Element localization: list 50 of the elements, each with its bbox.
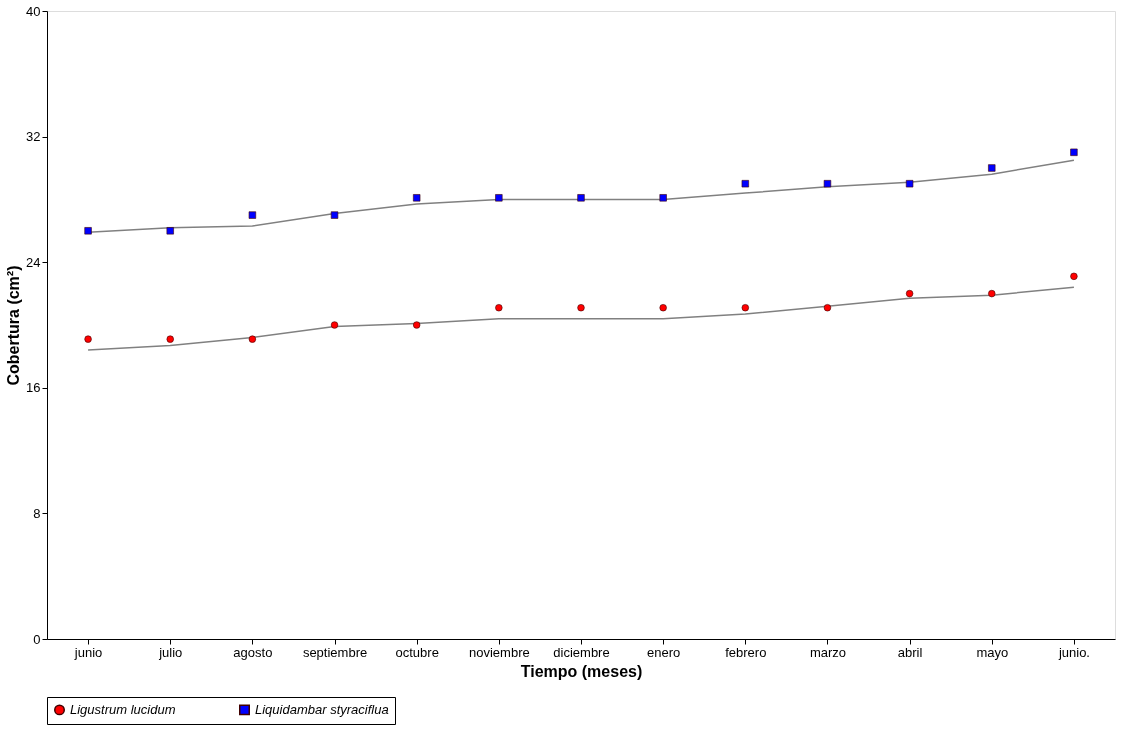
point <box>495 194 503 202</box>
x-tick-label: enero <box>647 644 681 660</box>
x-tick-label: diciembre <box>553 644 610 660</box>
y-tick-label: 32 <box>26 129 41 145</box>
point <box>823 304 832 312</box>
x-tick-label: junio <box>73 644 103 660</box>
y-tick-label: 0 <box>33 631 41 647</box>
y-axis-title: Cobertura (cm²) <box>5 265 23 386</box>
point <box>823 180 832 188</box>
x-axis-title: Tiempo (meses) <box>520 662 643 680</box>
point <box>495 304 503 312</box>
point <box>905 180 914 188</box>
point <box>84 227 92 235</box>
point <box>166 335 174 343</box>
legend-label: Liquidambar styraciflua <box>255 701 389 717</box>
x-tick-label: noviembre <box>468 644 530 660</box>
y-tick-label: 24 <box>26 254 41 270</box>
y-tick-label: 40 <box>26 3 41 19</box>
point <box>577 304 585 312</box>
x-tick-label: abril <box>897 644 923 660</box>
x-tick-label: marzo <box>809 644 847 660</box>
y-tick-label: 16 <box>26 380 41 396</box>
x-tick-label: agosto <box>233 644 273 660</box>
point <box>166 227 174 235</box>
point <box>741 304 749 312</box>
point <box>330 211 339 219</box>
point <box>413 194 421 202</box>
point <box>659 194 667 202</box>
x-tick-label: junio. <box>1057 644 1090 660</box>
point <box>330 321 339 329</box>
point <box>1070 148 1078 156</box>
point <box>413 321 421 329</box>
line-series <box>87 286 1075 351</box>
point <box>905 289 914 298</box>
point <box>84 335 92 343</box>
x-tick-label: septiembre <box>302 644 368 660</box>
y-tick-label: 8 <box>33 505 41 521</box>
legend-label: Ligustrum lucidum <box>70 701 176 717</box>
point <box>1070 272 1078 280</box>
point <box>741 180 749 188</box>
point <box>248 211 257 219</box>
x-tick-label: julio <box>158 644 183 660</box>
x-tick-label: octubre <box>395 644 439 660</box>
x-tick-label: febrero <box>725 644 767 660</box>
point <box>659 304 667 312</box>
point <box>988 164 996 172</box>
point <box>577 194 585 202</box>
point <box>248 335 257 343</box>
point <box>988 289 996 298</box>
x-tick-label: mayo <box>976 644 1009 660</box>
